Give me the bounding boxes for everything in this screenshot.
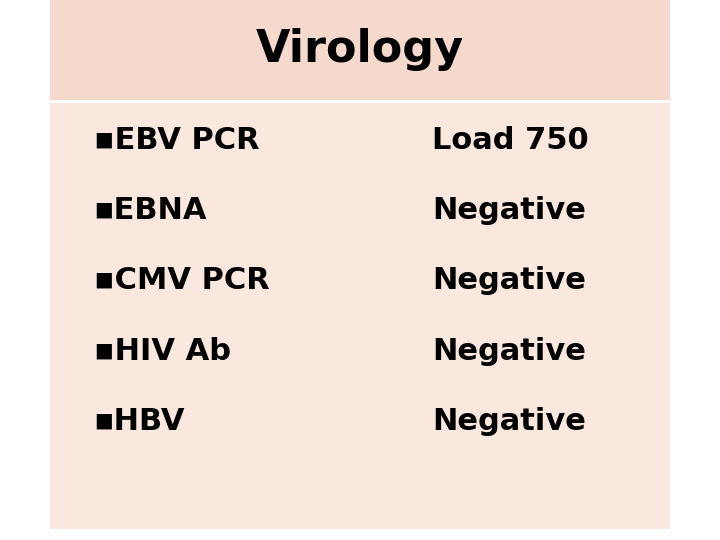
Text: Negative: Negative <box>432 336 586 366</box>
FancyBboxPatch shape <box>50 0 670 100</box>
Text: Negative: Negative <box>432 407 586 436</box>
FancyBboxPatch shape <box>50 103 670 529</box>
Text: Load 750: Load 750 <box>432 126 589 155</box>
Text: Negative: Negative <box>432 266 586 295</box>
Text: ▪EBV PCR: ▪EBV PCR <box>94 126 259 155</box>
Text: ▪CMV PCR: ▪CMV PCR <box>94 266 269 295</box>
Text: Virology: Virology <box>256 29 464 71</box>
Text: ▪EBNA: ▪EBNA <box>94 196 207 225</box>
Text: ▪HBV: ▪HBV <box>94 407 185 436</box>
Text: Negative: Negative <box>432 196 586 225</box>
Text: ▪HIV Ab: ▪HIV Ab <box>94 336 230 366</box>
